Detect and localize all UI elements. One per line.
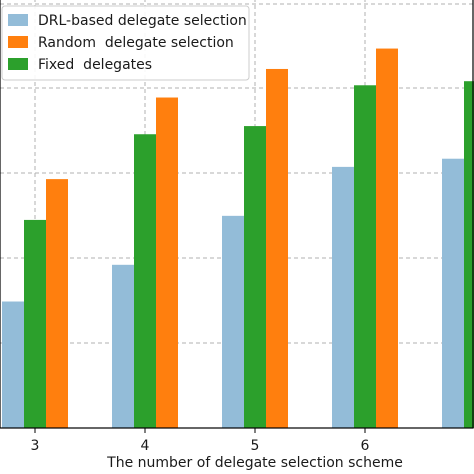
legend-label: Random delegate selection xyxy=(38,35,234,51)
bar xyxy=(244,126,266,428)
bar xyxy=(46,179,68,428)
bar xyxy=(354,85,376,428)
legend-swatch xyxy=(8,36,28,48)
bar xyxy=(112,264,134,428)
plot-frame xyxy=(0,0,474,429)
x-tick-label: 5 xyxy=(251,438,260,454)
legend-box xyxy=(1,5,250,81)
bar xyxy=(134,134,156,429)
bar xyxy=(442,158,464,428)
legend: DRL-based delegate selection Random deleg… xyxy=(1,5,250,81)
x-axis-label: The number of delegate selection scheme xyxy=(106,455,403,471)
axes xyxy=(0,0,474,429)
bar xyxy=(464,81,474,428)
bar xyxy=(156,97,178,429)
bars xyxy=(2,48,474,429)
x-tick-label: 4 xyxy=(141,438,150,454)
bar xyxy=(222,215,244,428)
x-tick-label: 3 xyxy=(31,438,40,454)
bar xyxy=(376,48,398,429)
bar xyxy=(24,219,46,428)
legend-swatch xyxy=(8,14,28,26)
legend-label: Fixed delegates xyxy=(38,57,152,73)
bar xyxy=(2,301,24,428)
legend-swatch xyxy=(8,58,28,70)
bar xyxy=(332,166,354,428)
x-tick-label: 6 xyxy=(361,438,370,454)
x-ticks: 3 4 5 6 xyxy=(31,428,370,454)
bar xyxy=(266,68,288,429)
legend-label: DRL-based delegate selection xyxy=(38,13,247,29)
